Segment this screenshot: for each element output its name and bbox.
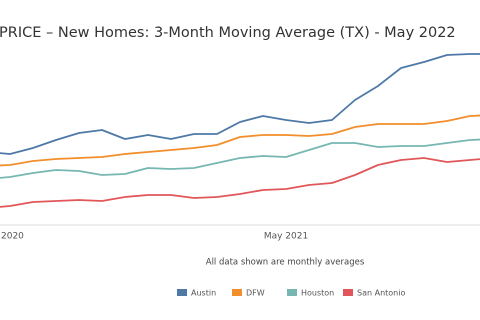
legend-label: DFW [246,289,265,298]
note: All data shown are monthly averages [206,258,365,268]
legend-swatch [287,289,297,296]
x-tick-label: May 2021 [264,232,308,242]
legend-label: Houston [301,289,334,298]
legend-swatch [177,289,187,296]
x-tick-label: 2020 [1,232,24,242]
series-line [0,114,480,167]
legend-swatch [232,289,242,296]
series-line [0,138,480,179]
series-line [0,53,480,155]
legend-swatch [343,289,353,296]
series-line [0,157,480,208]
chart-title: PRICE – New Homes: 3-Month Moving Averag… [0,25,456,41]
legend-label: Austin [191,289,216,298]
plot-area [0,53,480,208]
legend-label: San Antonio [357,289,405,298]
